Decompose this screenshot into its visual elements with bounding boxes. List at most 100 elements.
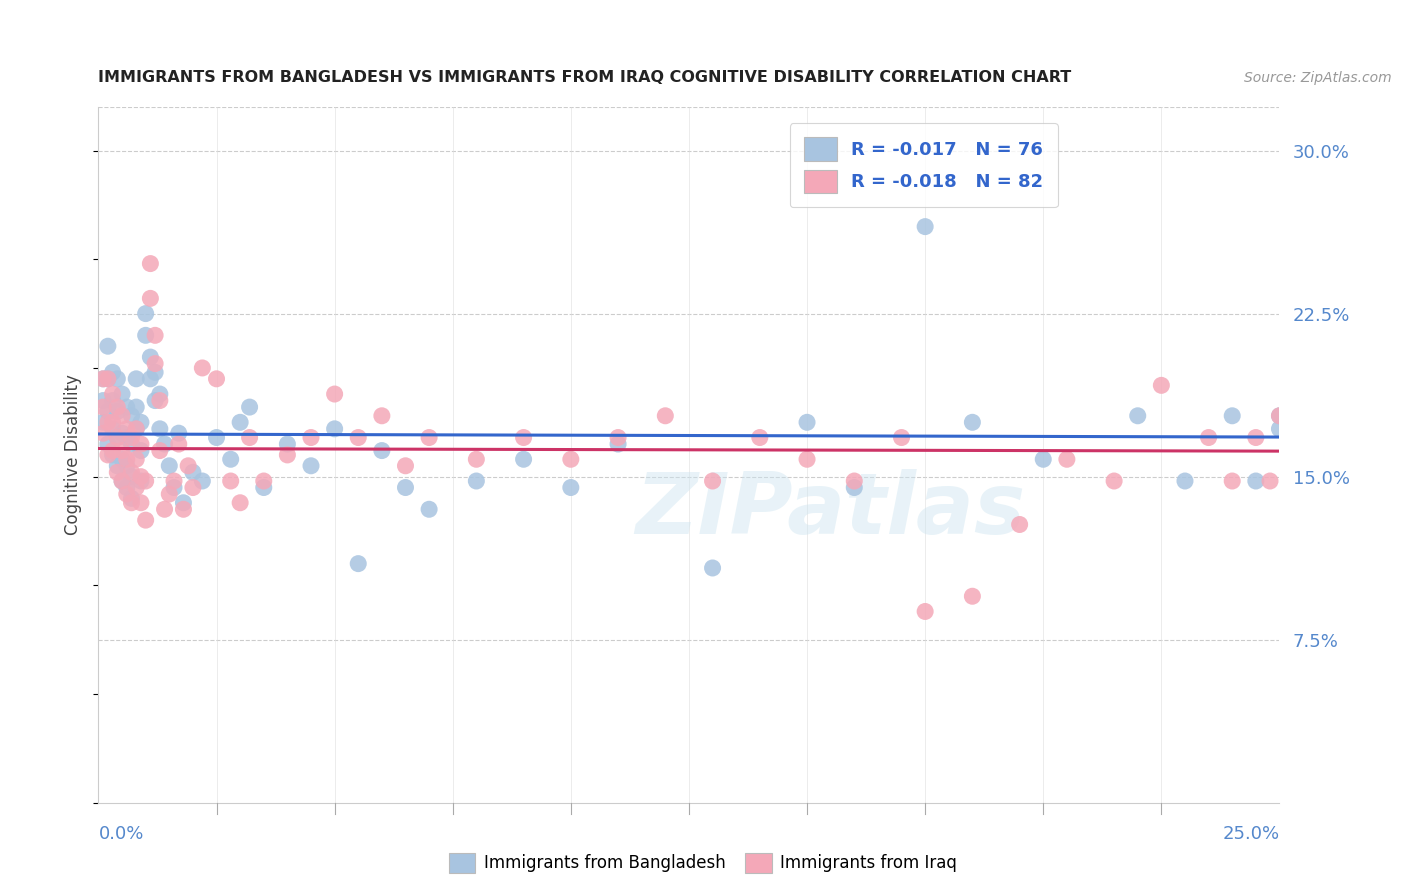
Point — [418, 502, 440, 516]
Point — [129, 415, 152, 429]
Point — [253, 474, 276, 488]
Point — [105, 431, 128, 445]
Point — [125, 372, 148, 386]
Point — [143, 365, 166, 379]
Point — [1292, 561, 1315, 575]
Point — [654, 409, 676, 423]
Point — [172, 502, 194, 516]
Point — [125, 422, 148, 436]
Point — [702, 474, 724, 488]
Point — [229, 415, 252, 429]
Point — [97, 437, 120, 451]
Point — [111, 443, 134, 458]
Point — [101, 387, 124, 401]
Point — [115, 487, 138, 501]
Point — [91, 415, 114, 429]
Point — [276, 448, 298, 462]
Text: ZIPatlas: ZIPatlas — [636, 469, 1026, 552]
Legend: Immigrants from Bangladesh, Immigrants from Iraq: Immigrants from Bangladesh, Immigrants f… — [441, 847, 965, 880]
Point — [371, 409, 394, 423]
Point — [1306, 431, 1329, 445]
Point — [111, 474, 134, 488]
Point — [115, 431, 138, 445]
Legend: R = -0.017   N = 76, R = -0.018   N = 82: R = -0.017 N = 76, R = -0.018 N = 82 — [790, 123, 1057, 207]
Point — [323, 387, 346, 401]
Point — [91, 400, 114, 414]
Point — [105, 404, 128, 418]
Point — [1102, 474, 1125, 488]
Point — [1056, 452, 1078, 467]
Point — [177, 458, 200, 473]
Point — [129, 443, 152, 458]
Point — [1008, 517, 1031, 532]
Point — [101, 415, 124, 429]
Point — [121, 466, 143, 480]
Point — [135, 513, 157, 527]
Point — [97, 448, 120, 462]
Point — [229, 496, 252, 510]
Point — [205, 372, 228, 386]
Point — [121, 469, 143, 483]
Point — [167, 437, 190, 451]
Point — [101, 448, 124, 462]
Point — [163, 474, 186, 488]
Text: 25.0%: 25.0% — [1222, 825, 1279, 843]
Point — [125, 422, 148, 436]
Point — [205, 431, 228, 445]
Point — [135, 328, 157, 343]
Point — [111, 452, 134, 467]
Point — [115, 422, 138, 436]
Point — [253, 481, 276, 495]
Point — [914, 605, 936, 619]
Point — [607, 437, 630, 451]
Point — [143, 357, 166, 371]
Point — [465, 474, 488, 488]
Point — [1126, 409, 1149, 423]
Point — [101, 393, 124, 408]
Point — [796, 452, 818, 467]
Point — [101, 365, 124, 379]
Text: IMMIGRANTS FROM BANGLADESH VS IMMIGRANTS FROM IRAQ COGNITIVE DISABILITY CORRELAT: IMMIGRANTS FROM BANGLADESH VS IMMIGRANTS… — [98, 70, 1071, 85]
Point — [91, 426, 114, 441]
Point — [1198, 431, 1220, 445]
Point — [111, 426, 134, 441]
Point — [111, 387, 134, 401]
Point — [167, 426, 190, 441]
Point — [139, 257, 162, 271]
Point — [239, 431, 262, 445]
Point — [796, 415, 818, 429]
Point — [153, 437, 176, 451]
Point — [121, 491, 143, 506]
Point — [135, 307, 157, 321]
Point — [91, 372, 114, 386]
Point — [465, 452, 488, 467]
Point — [97, 372, 120, 386]
Point — [418, 431, 440, 445]
Point — [129, 469, 152, 483]
Point — [125, 400, 148, 414]
Point — [219, 474, 242, 488]
Point — [1244, 431, 1267, 445]
Point — [115, 400, 138, 414]
Point — [560, 481, 582, 495]
Point — [1324, 409, 1347, 423]
Point — [121, 409, 143, 423]
Point — [153, 502, 176, 516]
Point — [1032, 452, 1054, 467]
Point — [172, 496, 194, 510]
Point — [191, 360, 214, 375]
Point — [115, 458, 138, 473]
Point — [323, 422, 346, 436]
Point — [962, 589, 984, 603]
Point — [1244, 474, 1267, 488]
Point — [139, 350, 162, 364]
Point — [143, 328, 166, 343]
Point — [844, 474, 866, 488]
Point — [607, 431, 630, 445]
Point — [914, 219, 936, 234]
Point — [121, 496, 143, 510]
Point — [125, 452, 148, 467]
Point — [157, 487, 180, 501]
Point — [1268, 409, 1291, 423]
Point — [1268, 422, 1291, 436]
